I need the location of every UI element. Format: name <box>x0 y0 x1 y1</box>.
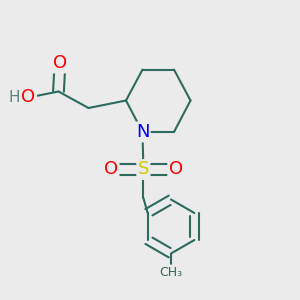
Text: O: O <box>104 160 118 178</box>
Text: O: O <box>53 54 67 72</box>
Text: CH₃: CH₃ <box>159 266 183 279</box>
Text: N: N <box>136 123 149 141</box>
Text: H: H <box>9 90 20 105</box>
Text: O: O <box>21 88 36 106</box>
Text: O: O <box>169 160 183 178</box>
Text: S: S <box>138 160 149 178</box>
